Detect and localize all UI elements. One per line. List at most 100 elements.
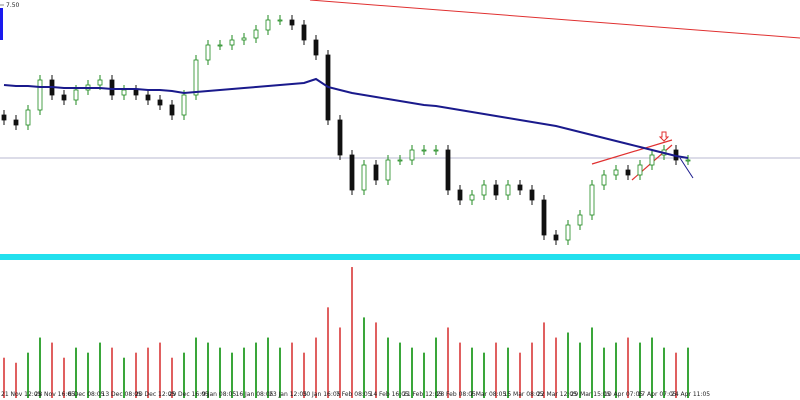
moving-average xyxy=(3,77,689,159)
x-tick-label: 9 Jan 08:05 xyxy=(202,391,236,398)
volume-bar xyxy=(99,342,101,398)
candle-body xyxy=(529,189,535,201)
volume-bar xyxy=(315,337,317,398)
candle-body xyxy=(421,149,427,152)
scroll-marker xyxy=(0,8,3,40)
panel-separator xyxy=(0,254,800,260)
volume-bar xyxy=(231,352,233,398)
volume-bar xyxy=(459,342,461,398)
projection-line xyxy=(679,157,694,179)
volume-bar xyxy=(123,357,125,398)
volume-bar xyxy=(327,307,329,398)
candle-body xyxy=(373,164,379,181)
volume-bar xyxy=(135,352,137,398)
x-tick-label: 14 Feb 16:05 xyxy=(370,391,410,398)
volume-bar xyxy=(183,352,185,398)
volume-bar xyxy=(543,322,545,398)
volume-bar xyxy=(51,342,53,398)
volume-bar xyxy=(675,352,677,398)
x-tick-label: 29 Mar 15:05 xyxy=(571,391,611,398)
volume-bar xyxy=(663,347,665,398)
volume-bar xyxy=(567,332,569,398)
candle-body xyxy=(469,194,475,201)
volume-bar xyxy=(531,342,533,398)
x-tick-label: 28 Nov 16:05 xyxy=(35,391,76,398)
volume-bar xyxy=(447,327,449,398)
candle-body xyxy=(241,37,247,41)
candle-body xyxy=(493,184,499,196)
volume-bar xyxy=(591,327,593,398)
y-tick-label: 7.50 xyxy=(6,2,20,9)
x-tick-label: 10 Apr 07:05 xyxy=(604,391,643,398)
candle-body xyxy=(517,184,523,191)
x-tick-label: 23 Jan 12:05 xyxy=(269,391,307,398)
candle-body xyxy=(313,39,319,56)
candle-body xyxy=(349,154,355,191)
candle-body xyxy=(133,89,139,96)
volume-bar xyxy=(555,337,557,398)
volume-bar xyxy=(375,322,377,398)
volume-bar xyxy=(603,347,605,398)
x-tick-label: 29 Dec 16:05 xyxy=(169,391,210,398)
candle-body xyxy=(409,149,415,161)
volume-bar xyxy=(75,347,77,398)
volume-bar xyxy=(507,347,509,398)
candle-body xyxy=(481,184,487,196)
candle-body xyxy=(277,19,283,22)
volume-bar xyxy=(651,337,653,398)
candle-body xyxy=(361,164,367,191)
x-tick-label: 21 Nov 12:05 xyxy=(1,391,42,398)
volume-bar xyxy=(363,317,365,398)
volume-bar xyxy=(411,347,413,398)
candle-body xyxy=(169,104,175,116)
volume-bar xyxy=(255,342,257,398)
volume-bar xyxy=(687,347,689,398)
candle-body xyxy=(613,169,619,176)
volume-bar xyxy=(627,337,629,398)
volume-bar xyxy=(639,342,641,398)
volume-bar xyxy=(39,337,41,398)
x-tick-label: 24 Apr 11:05 xyxy=(671,391,710,398)
candle-body xyxy=(265,19,271,31)
candle-body xyxy=(505,184,511,196)
x-tick-label: 15 Mar 08:05 xyxy=(504,391,544,398)
candle-body xyxy=(193,59,199,96)
candle-body xyxy=(433,149,439,152)
arrow-icon xyxy=(658,131,670,142)
candle-body xyxy=(445,149,451,191)
candle-body xyxy=(109,79,115,96)
candle-body xyxy=(565,224,571,241)
candle-body xyxy=(13,119,19,126)
x-tick-label: 21 Feb 12:05 xyxy=(403,391,443,398)
candle-body xyxy=(205,44,211,61)
candle-body xyxy=(685,159,691,162)
volume-bar xyxy=(399,342,401,398)
volume-bar xyxy=(63,357,65,398)
candle-body xyxy=(301,24,307,41)
x-tick-label: 17 Apr 07:05 xyxy=(638,391,677,398)
volume-bar xyxy=(15,362,17,398)
candle-body xyxy=(625,169,631,176)
candle-body xyxy=(73,89,79,101)
volume-bar xyxy=(339,327,341,398)
candle-body xyxy=(229,39,235,46)
x-tick-label: 28 Feb 08:05 xyxy=(437,391,477,398)
candle-body xyxy=(337,119,343,156)
volume-bar xyxy=(3,357,5,398)
volume-bar xyxy=(579,342,581,398)
volume-bar xyxy=(171,357,173,398)
x-tick-label: 20 Dec 12:05 xyxy=(135,391,176,398)
volume-bar xyxy=(351,267,353,398)
candle-body xyxy=(637,164,643,176)
volume-bar xyxy=(219,347,221,398)
candle-body xyxy=(649,154,655,166)
volume-bar xyxy=(267,337,269,398)
volume-bar xyxy=(303,352,305,398)
candle-body xyxy=(157,99,163,106)
candle-body xyxy=(121,89,127,96)
candle-body xyxy=(145,94,151,101)
candle-body xyxy=(397,159,403,162)
candle-body xyxy=(97,79,103,86)
